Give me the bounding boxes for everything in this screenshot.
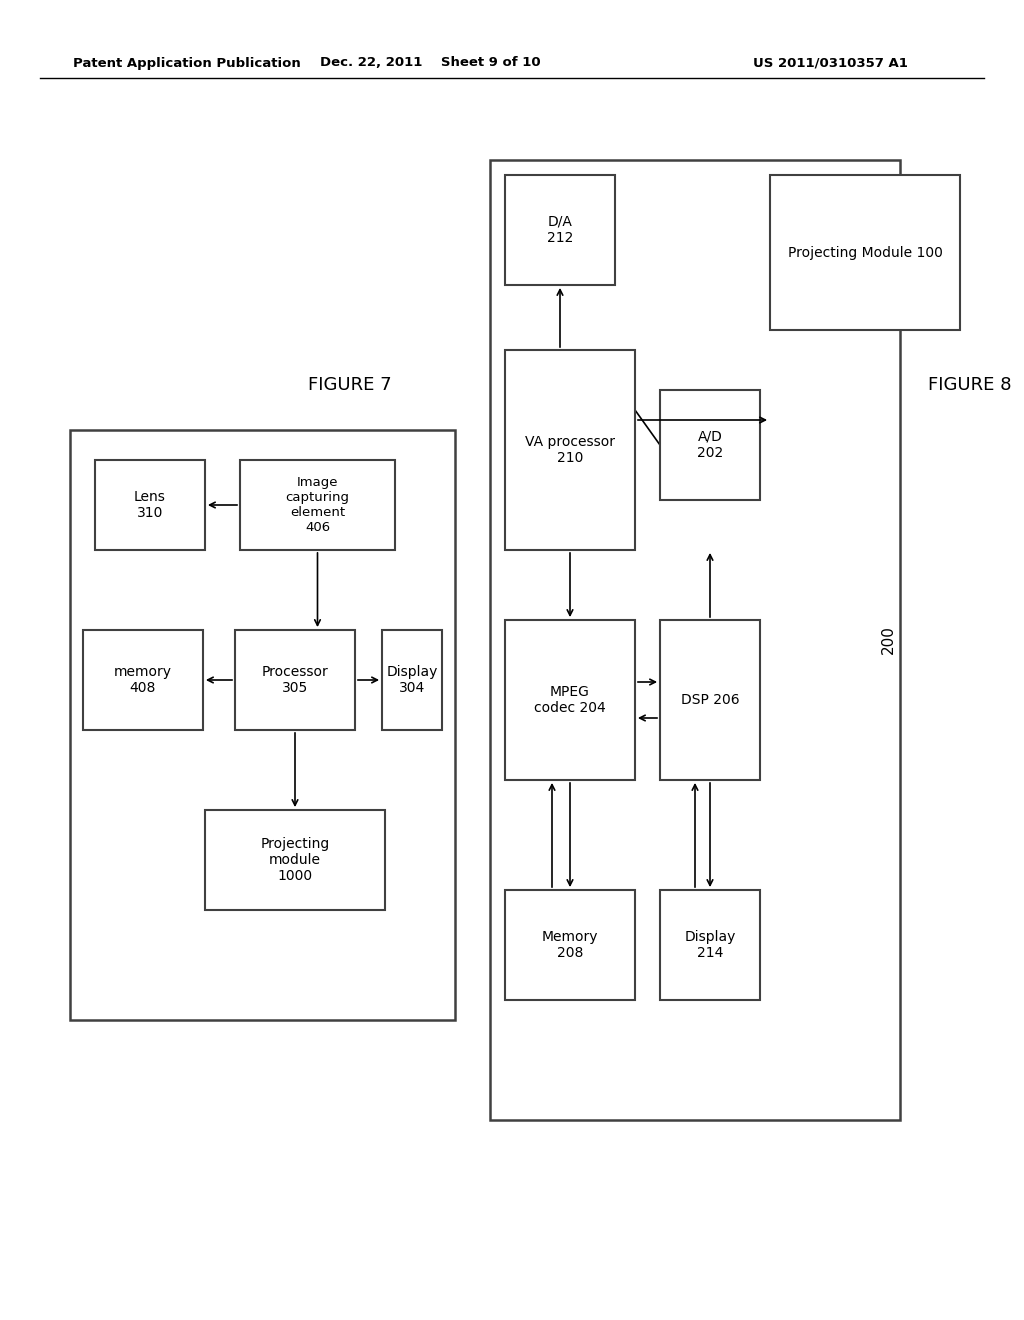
- Text: MPEG
codec 204: MPEG codec 204: [535, 685, 606, 715]
- Bar: [770, 176, 961, 330]
- Bar: [382, 630, 442, 730]
- Bar: [505, 176, 615, 285]
- Bar: [505, 620, 635, 780]
- Text: FIGURE 7: FIGURE 7: [308, 376, 392, 393]
- Bar: [95, 459, 205, 550]
- Text: Patent Application Publication: Patent Application Publication: [73, 57, 301, 70]
- Bar: [70, 430, 455, 1020]
- Text: Memory
208: Memory 208: [542, 929, 598, 960]
- Text: Dec. 22, 2011    Sheet 9 of 10: Dec. 22, 2011 Sheet 9 of 10: [319, 57, 541, 70]
- Text: Projecting
module
1000: Projecting module 1000: [260, 837, 330, 883]
- Text: 200: 200: [881, 626, 896, 655]
- Bar: [505, 350, 635, 550]
- Text: Projecting Module 100: Projecting Module 100: [787, 246, 942, 260]
- Text: FIGURE 8: FIGURE 8: [928, 376, 1012, 393]
- Bar: [660, 389, 760, 500]
- Bar: [240, 459, 395, 550]
- Text: Display
304: Display 304: [386, 665, 437, 696]
- Text: Processor
305: Processor 305: [261, 665, 329, 696]
- Text: Display
214: Display 214: [684, 929, 735, 960]
- Bar: [234, 630, 355, 730]
- Bar: [660, 890, 760, 1001]
- Bar: [205, 810, 385, 909]
- Text: memory
408: memory 408: [114, 665, 172, 696]
- Text: Image
capturing
element
406: Image capturing element 406: [286, 477, 349, 535]
- Bar: [490, 160, 900, 1119]
- Bar: [505, 890, 635, 1001]
- Text: VA processor
210: VA processor 210: [525, 434, 615, 465]
- Bar: [660, 620, 760, 780]
- Text: D/A
212: D/A 212: [547, 215, 573, 246]
- Text: US 2011/0310357 A1: US 2011/0310357 A1: [753, 57, 907, 70]
- Text: A/D
202: A/D 202: [697, 430, 723, 461]
- Text: Lens
310: Lens 310: [134, 490, 166, 520]
- Bar: [83, 630, 203, 730]
- Text: DSP 206: DSP 206: [681, 693, 739, 708]
